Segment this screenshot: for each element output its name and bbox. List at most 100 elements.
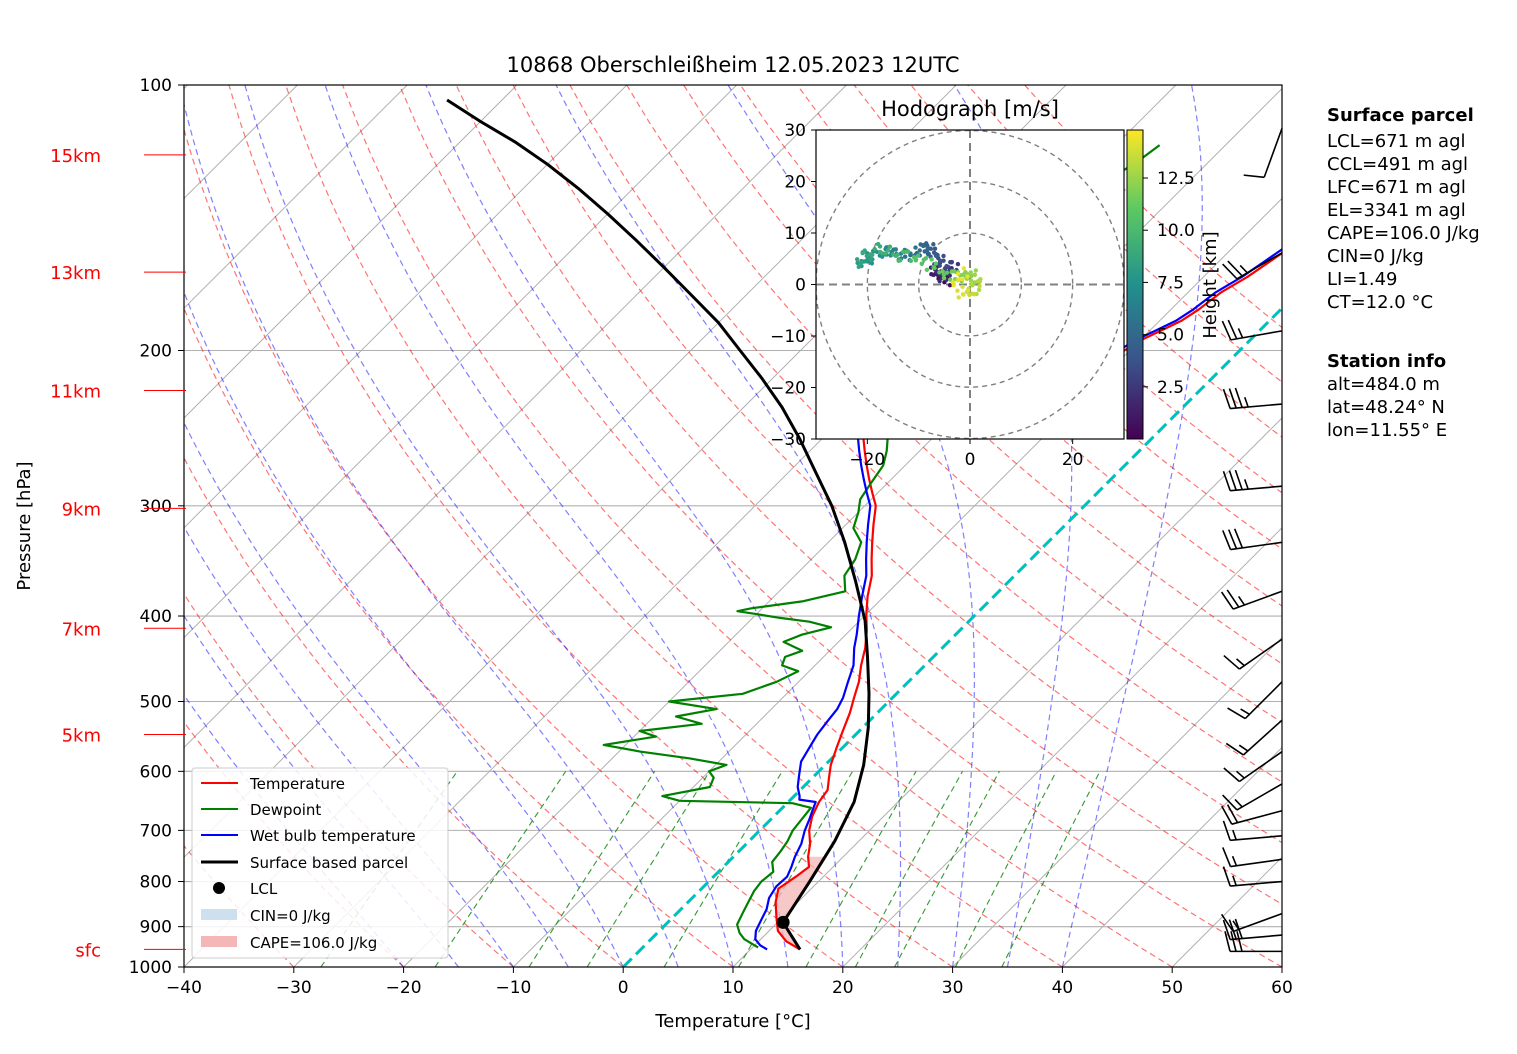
hodograph-title: Hodograph [m/s] xyxy=(881,97,1059,121)
dry-adiabat xyxy=(342,85,1173,967)
hodograph-point xyxy=(932,246,938,251)
barb-flag xyxy=(1228,388,1237,409)
hodograph-point xyxy=(944,270,950,275)
barb-staff xyxy=(1263,128,1283,178)
barb-staff xyxy=(1238,638,1283,670)
wind-barb xyxy=(1222,387,1283,410)
chart-title: 10868 Oberschleißheim 12.05.2023 12UTC xyxy=(507,53,960,77)
hodograph-point xyxy=(929,257,934,262)
zero-isotherm xyxy=(622,306,1282,967)
hodograph-point xyxy=(896,258,901,263)
legend-label-temperature: Temperature xyxy=(249,775,345,793)
barb-flag xyxy=(1223,654,1240,670)
barb-staff xyxy=(1231,809,1283,825)
hodograph-point xyxy=(972,292,977,297)
mixing-ratio-line xyxy=(894,771,1000,967)
barb-flag xyxy=(1222,794,1238,811)
legend-label-lcl: LCL xyxy=(250,880,278,898)
y-axis-ticks: 1000 900 800 700 600 500 400 300 200 100 xyxy=(129,76,184,978)
hodograph-point xyxy=(875,241,881,247)
hodograph-point xyxy=(975,279,981,284)
hodograph-point xyxy=(947,283,953,288)
barb-half-flag xyxy=(1240,708,1250,716)
legend: Temperature Dewpoint Wet bulb temperatur… xyxy=(191,767,449,959)
surface-parcel-title: Surface parcel xyxy=(1327,105,1474,126)
y-tick-label: 200 xyxy=(140,342,172,362)
mixing-ratio-line xyxy=(586,771,711,967)
mixing-ratio-line xyxy=(738,771,854,967)
y-tick-label: 900 xyxy=(140,918,172,938)
barb-flag xyxy=(1221,320,1232,341)
hodograph-point xyxy=(917,248,922,253)
hodograph-y-label: −20 xyxy=(770,379,806,399)
barb-flag xyxy=(1236,931,1243,952)
hodograph-point xyxy=(947,273,952,278)
hodograph-colorbar xyxy=(1126,129,1144,440)
barb-flag xyxy=(1224,931,1231,952)
hodograph-point xyxy=(904,249,909,254)
hodograph-point xyxy=(941,253,946,259)
hodograph-point xyxy=(860,250,865,255)
y-tick-label: 300 xyxy=(140,497,172,517)
barb-flag xyxy=(1222,470,1231,491)
dry-adiabat xyxy=(455,85,1282,905)
hodograph-x-label: 0 xyxy=(965,450,976,470)
legend-label-cin: CIN=0 J/kg xyxy=(250,907,331,925)
hodograph-point xyxy=(963,270,968,275)
wind-barb xyxy=(1222,847,1283,868)
barb-staff xyxy=(1236,783,1283,811)
barb-staff xyxy=(1230,485,1283,492)
hodograph-point xyxy=(858,260,864,266)
barb-flag xyxy=(1222,866,1231,887)
hodograph-point xyxy=(931,272,936,278)
wind-barb xyxy=(1222,469,1283,492)
moist-adiabat xyxy=(184,290,624,967)
wind-barb xyxy=(1223,638,1283,670)
hodograph-rings xyxy=(816,130,1124,439)
wind-barb xyxy=(1222,252,1283,280)
hodograph-point xyxy=(948,277,953,282)
y-tick-label: 400 xyxy=(140,607,172,627)
barb-half-flag xyxy=(1244,479,1249,490)
barb-staff xyxy=(1232,912,1283,933)
hodograph-point xyxy=(933,261,939,266)
hodograph-point xyxy=(960,292,966,297)
x-tick-label: −30 xyxy=(276,978,312,998)
hodograph-point xyxy=(913,245,918,250)
hodograph-point xyxy=(976,287,982,293)
barb-staff xyxy=(1230,541,1283,551)
surface-parcel-el: EL=3341 m agl xyxy=(1327,200,1466,221)
hodograph-point xyxy=(941,275,947,281)
hodograph-point xyxy=(941,272,946,277)
hodograph-y-label: 0 xyxy=(795,276,806,296)
colorbar-tick-label: 12.5 xyxy=(1157,169,1195,189)
hodograph-point xyxy=(940,269,945,274)
moist-adiabat xyxy=(184,101,679,967)
barb-half-flag xyxy=(1237,328,1244,339)
moist-adiabat xyxy=(1061,85,1203,967)
barb-staff xyxy=(1242,719,1283,756)
x-tick-label: −20 xyxy=(386,978,422,998)
lcl-marker xyxy=(776,915,790,929)
wind-barb xyxy=(1227,681,1283,720)
y-tick-label: 500 xyxy=(140,692,172,712)
hodograph-point xyxy=(937,258,943,263)
hodograph-point xyxy=(919,261,924,266)
hodograph-point xyxy=(949,260,954,265)
hodograph-point xyxy=(960,277,965,282)
hodograph-point xyxy=(968,278,974,283)
hodograph-point xyxy=(885,248,891,253)
hodograph-ring xyxy=(917,232,1023,337)
legend-box xyxy=(191,767,449,959)
mixing-ratio-line xyxy=(434,770,567,967)
legend-label-wetbulb: Wet bulb temperature xyxy=(250,827,416,845)
barb-flag xyxy=(1234,469,1243,490)
x-tick-label: 10 xyxy=(722,978,744,998)
hodograph-trace xyxy=(854,241,983,300)
surface-parcel-li: LI=1.49 xyxy=(1327,269,1398,290)
parcel-line xyxy=(446,98,871,951)
barb-flag xyxy=(1220,591,1234,610)
hodograph-point xyxy=(931,242,936,247)
hodograph-point xyxy=(950,280,956,285)
hodograph-point xyxy=(872,246,877,252)
